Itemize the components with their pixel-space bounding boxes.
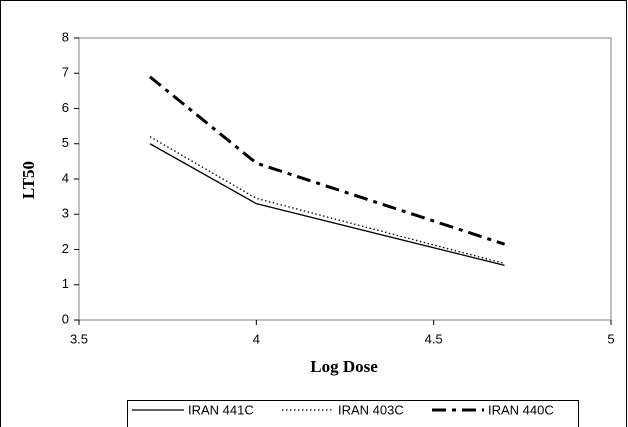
x-tick-label: 3.5 xyxy=(70,331,88,346)
y-tick-label: 7 xyxy=(62,65,69,80)
legend-label: IRAN 441C xyxy=(188,402,254,417)
y-tick-label: 0 xyxy=(62,311,69,326)
legend-label: IRAN 440C xyxy=(488,402,554,417)
y-axis-title: LT50 xyxy=(19,161,38,199)
y-tick-label: 5 xyxy=(62,135,69,150)
y-tick-label: 3 xyxy=(62,206,69,221)
series-line xyxy=(149,136,505,265)
x-tick-label: 5 xyxy=(607,331,614,346)
y-tick-label: 4 xyxy=(62,170,69,185)
series-line xyxy=(149,143,505,266)
plot-area xyxy=(78,37,612,321)
x-axis-title: Log Dose xyxy=(310,357,378,376)
y-tick-label: 8 xyxy=(62,29,69,44)
legend xyxy=(127,400,579,427)
y-tick-label: 6 xyxy=(62,100,69,115)
series-line xyxy=(148,75,506,246)
legend-label: IRAN 403C xyxy=(338,402,404,417)
x-tick-label: 4.5 xyxy=(425,331,443,346)
y-tick-label: 1 xyxy=(62,276,69,291)
x-tick-label: 4 xyxy=(253,331,260,346)
y-tick-label: 2 xyxy=(62,241,69,256)
